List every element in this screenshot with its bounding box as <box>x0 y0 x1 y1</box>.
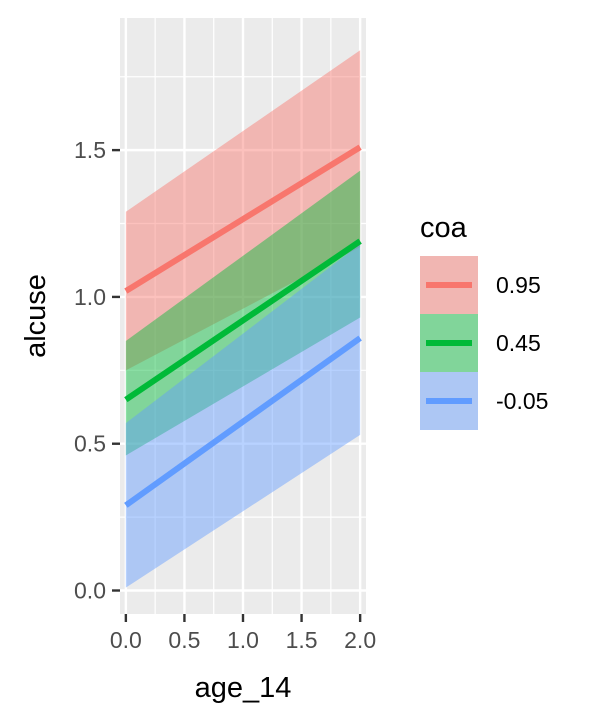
series-lines <box>124 144 362 508</box>
x-tick-label: 1.5 <box>286 627 318 653</box>
y-axis-title: alcuse <box>20 274 52 358</box>
legend-label: 0.45 <box>496 330 541 356</box>
series-line <box>124 238 362 403</box>
x-axis: 0.0 0.5 1.0 1.5 2.0 <box>110 614 376 653</box>
confidence-band <box>125 50 361 371</box>
legend-label: 0.95 <box>496 272 541 298</box>
x-tick-label: 2.0 <box>344 627 376 653</box>
series-line <box>124 335 362 508</box>
minor-gridlines <box>120 18 366 614</box>
y-tick-label: 1.0 <box>74 284 106 310</box>
y-tick-label: 0.0 <box>74 578 106 604</box>
series-line <box>124 144 362 294</box>
x-tick-label: 1.0 <box>227 627 259 653</box>
y-axis: 0.0 0.5 1.0 1.5 <box>74 137 120 604</box>
y-tick-label: 0.5 <box>74 431 106 457</box>
confidence-band <box>125 170 361 456</box>
x-tick-label: 0.5 <box>168 627 200 653</box>
x-axis-title: age_14 <box>195 672 292 704</box>
x-tick-label: 0.0 <box>110 627 142 653</box>
y-tick-label: 1.5 <box>74 137 106 163</box>
major-gridlines <box>120 18 366 614</box>
legend-title: coa <box>420 212 468 244</box>
legend: coa 0.95 0.45 -0.05 <box>420 212 548 430</box>
confidence-band <box>125 244 361 588</box>
legend-label: -0.05 <box>496 388 548 414</box>
confidence-ribbons <box>125 50 361 588</box>
